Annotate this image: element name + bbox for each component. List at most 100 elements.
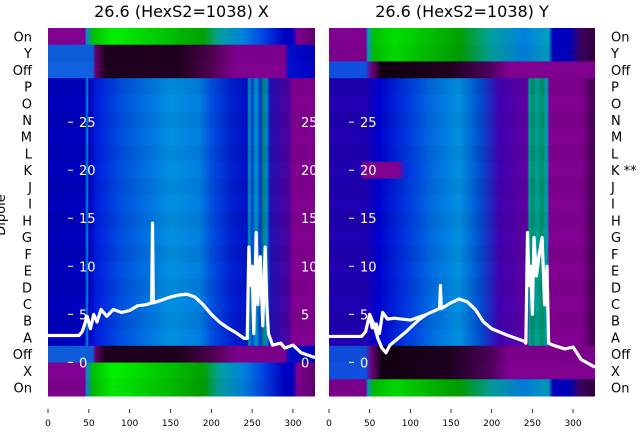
heatmap-row-shade: [48, 44, 315, 62]
heatmap-row: [329, 345, 595, 364]
heatmap-row-shade: [48, 379, 315, 396]
heatmap-row: [329, 128, 595, 146]
overlay-ytick-label: 20: [360, 164, 377, 179]
heatmap-row: [329, 329, 595, 347]
xtick-label: 250: [524, 419, 541, 429]
trace-line: [329, 231, 595, 369]
xtick-label: 300: [564, 419, 581, 429]
overlay-ytick-label-right: 25: [301, 116, 318, 131]
row-label: B: [23, 315, 32, 330]
xtick-label: 50: [83, 419, 95, 429]
heatmap-row: [48, 178, 315, 196]
overlay-ytick-label: 25: [360, 116, 377, 131]
row-label: E: [24, 265, 32, 280]
row-label: C: [611, 298, 620, 313]
heatmap-row-shade: [329, 212, 595, 229]
row-label: Y: [610, 47, 619, 62]
panel-title: 26.6 (HexS2=1038) Y: [375, 2, 549, 21]
row-label: K **: [611, 164, 637, 179]
heatmap-row-shade: [329, 111, 595, 129]
row-label: P: [24, 81, 32, 96]
xtick-label: 0: [326, 419, 332, 429]
row-label: P: [611, 81, 619, 96]
overlay-ytick-label-right: 0: [301, 356, 309, 371]
row-label: F: [25, 248, 32, 263]
heatmap-row: [48, 61, 315, 79]
heatmap-row: [48, 195, 315, 213]
heatmap-row: [329, 178, 595, 196]
heatmap-row-shade: [329, 145, 595, 162]
row-label: X: [23, 365, 32, 380]
row-label: On: [14, 30, 32, 45]
row-label: I: [28, 198, 32, 213]
overlay-ytick-label: 15: [360, 212, 377, 227]
xtick-label: 150: [442, 419, 459, 429]
xtick-label: 200: [203, 419, 220, 429]
heatmap-row: [48, 28, 315, 46]
row-label: J: [27, 181, 32, 196]
heatmap-row: [48, 94, 315, 113]
overlay-ytick-label-right: 5: [301, 308, 309, 323]
row-label: I: [611, 198, 615, 213]
overlay-ytick-label: 10: [79, 260, 96, 275]
heatmap-row-shade: [329, 379, 595, 396]
row-label: K: [23, 164, 32, 179]
overlay-ytick-label: 25: [79, 116, 96, 131]
heatmap-row: [48, 295, 315, 313]
row-label: D: [611, 281, 621, 296]
row-label: H: [611, 214, 621, 229]
heatmap-row: [329, 362, 595, 380]
overlay-ytick-label: 5: [360, 308, 368, 323]
heatmap-row: [329, 212, 595, 230]
heatmap-row: [329, 28, 595, 46]
heatmap-row: [329, 145, 595, 163]
heatmap-row-shade: [48, 278, 315, 296]
xtick-label: 250: [244, 419, 261, 429]
xtick-label: 300: [284, 419, 301, 429]
row-label: E: [611, 265, 619, 280]
heatmap-row: [48, 379, 315, 397]
row-label: J: [610, 181, 615, 196]
heatmap-row: [48, 228, 315, 246]
heatmap-row: [48, 44, 315, 62]
heatmap-row-shade: [48, 178, 315, 196]
heatmap-row: [329, 195, 595, 213]
heatmap-row-shade: [329, 178, 595, 196]
row-label: X: [611, 365, 620, 380]
heatmap-row-shade: [329, 44, 595, 62]
overlay-ytick-label: 0: [79, 356, 87, 371]
row-label: M: [611, 131, 622, 146]
row-label: Off: [13, 348, 33, 363]
trace-line: [48, 221, 315, 360]
row-label: O: [611, 97, 621, 112]
row-label: B: [611, 315, 620, 330]
heatmap-row: [48, 128, 315, 146]
row-label: G: [611, 231, 621, 246]
heatmap-row: [329, 44, 595, 62]
row-label: Off: [611, 348, 631, 363]
xtick-label: 200: [483, 419, 500, 429]
heatmap-row-shade: [329, 312, 595, 330]
overlay-ytick-label-right: 10: [301, 260, 318, 275]
row-label: G: [22, 231, 32, 246]
overlay-ytick-label: 5: [79, 308, 87, 323]
xtick-label: 0: [45, 419, 51, 429]
heatmap-row: [329, 228, 595, 246]
heatmap-row: [329, 78, 595, 96]
overlay-ytick-label-right: 15: [301, 212, 318, 227]
row-label: L: [25, 147, 33, 162]
row-label: O: [22, 97, 32, 112]
panel-gap: [315, 20, 328, 410]
row-label: A: [611, 331, 620, 346]
y-axis-label: Dipole: [0, 194, 9, 235]
heatmap-row-shade: [329, 345, 595, 363]
heatmap-row: [329, 161, 595, 180]
heatmap-row: [329, 379, 595, 397]
row-label: L: [611, 147, 619, 162]
overlay-ytick-label: 10: [360, 260, 377, 275]
xtick-label: 100: [402, 419, 419, 429]
xtick-label: 150: [162, 419, 179, 429]
heatmap-row: [48, 212, 315, 230]
heatmap-row: [48, 362, 315, 380]
